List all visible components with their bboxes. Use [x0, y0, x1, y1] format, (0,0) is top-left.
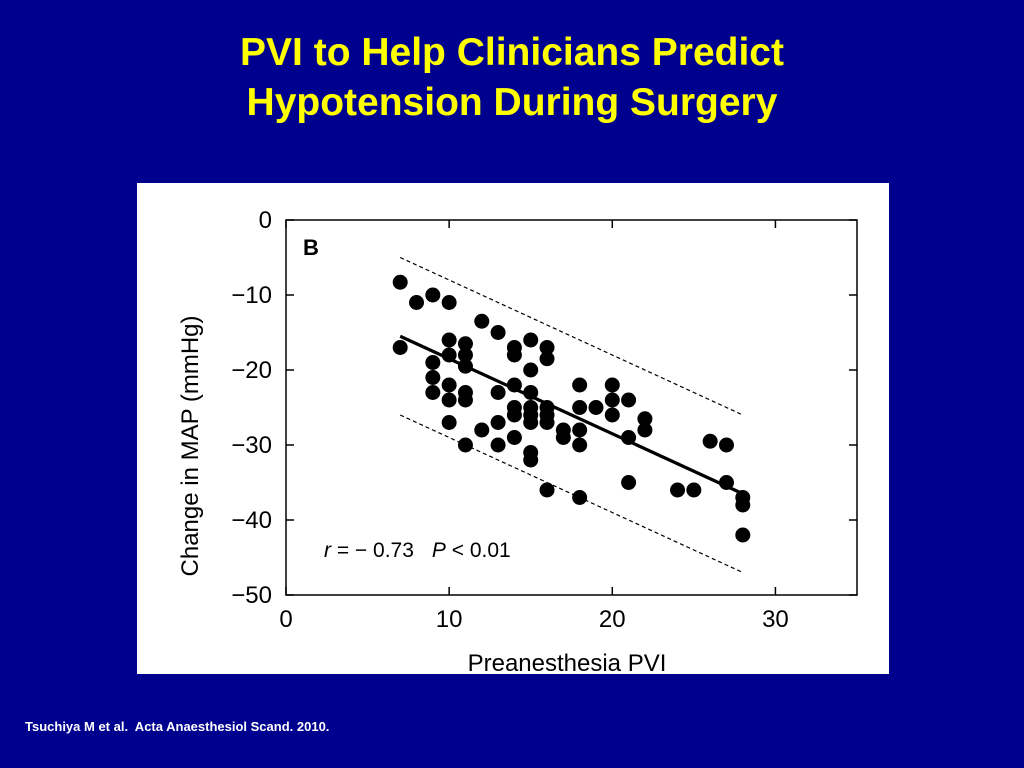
- data-point: [718, 437, 734, 453]
- data-point: [490, 385, 506, 400]
- data-points: [392, 274, 751, 543]
- x-tick-label: 30: [762, 606, 789, 633]
- data-point: [539, 340, 555, 355]
- p-value: < 0.01: [446, 539, 511, 562]
- data-point: [621, 475, 637, 490]
- data-point: [523, 362, 539, 378]
- data-point: [621, 392, 637, 408]
- x-tick-label: 10: [436, 606, 463, 633]
- data-point: [425, 370, 441, 385]
- data-point: [441, 332, 457, 348]
- data-point: [409, 295, 425, 310]
- figure-panel: 0 −10 −20 −30 −40 −50 0 10 20 30 B Preanesthesia …: [137, 183, 889, 674]
- data-point: [425, 355, 441, 370]
- data-point: [588, 400, 604, 415]
- data-point: [441, 295, 457, 310]
- regression: [399, 334, 744, 496]
- data-point: [506, 407, 522, 423]
- panel-label: B: [303, 235, 319, 260]
- stats-annotation: r = − 0.73 P < 0.01: [324, 539, 511, 562]
- data-point: [637, 411, 653, 427]
- data-point: [441, 392, 457, 408]
- y-axis-label: Change in MAP (mmHg): [177, 316, 204, 577]
- data-point: [572, 422, 588, 438]
- data-point: [572, 400, 588, 415]
- x-tick-label: 20: [599, 606, 626, 633]
- data-point: [506, 347, 522, 363]
- data-point: [392, 340, 408, 355]
- p-symbol: P: [432, 539, 446, 562]
- data-point: [392, 274, 408, 290]
- slide-title-line-1: PVI to Help Clinicians Predict: [240, 31, 784, 74]
- data-point: [702, 433, 718, 449]
- r-value: = − 0.73: [331, 539, 414, 562]
- data-point: [425, 385, 441, 400]
- data-point: [572, 437, 588, 453]
- data-point: [523, 332, 539, 348]
- y-tick-label: −30: [231, 432, 272, 459]
- y-tick-label: −20: [231, 357, 272, 384]
- axes: 0 −10 −20 −30 −40 −50 0 10 20 30: [231, 207, 858, 633]
- data-point: [425, 287, 441, 303]
- data-point: [474, 313, 490, 329]
- data-point: [637, 422, 653, 438]
- data-point: [523, 452, 539, 468]
- data-point: [474, 422, 490, 438]
- data-point: [670, 482, 686, 498]
- data-point: [539, 415, 555, 430]
- data-point: [506, 430, 522, 445]
- slide-title: PVI to Help Clinicians Predict Hypotensi…: [0, 28, 1024, 128]
- x-axis-label: Preanesthesia PVI: [468, 650, 667, 674]
- data-point: [539, 351, 555, 367]
- y-tick-label: −40: [231, 507, 272, 534]
- data-point: [523, 415, 539, 430]
- data-point: [441, 415, 457, 430]
- plot-frame: [285, 219, 858, 596]
- data-point: [604, 392, 620, 408]
- slide-title-line-2: Hypotension During Surgery: [246, 81, 778, 124]
- r-symbol: r: [324, 539, 332, 562]
- y-tick-label: −10: [231, 282, 272, 309]
- chart-labels: B Preanesthesia PVI Change in MAP (mmHg)…: [177, 235, 666, 674]
- regression-line: [399, 334, 744, 496]
- data-point: [572, 490, 588, 505]
- data-point: [490, 325, 506, 340]
- citation: Tsuchiya M et al. Acta Anaesthesiol Scan…: [25, 719, 330, 734]
- data-point: [490, 415, 506, 430]
- data-point: [572, 377, 588, 393]
- data-point: [735, 527, 751, 543]
- data-point: [555, 430, 571, 445]
- data-point: [686, 482, 702, 498]
- data-point: [490, 437, 506, 453]
- data-point: [735, 497, 751, 513]
- data-point: [604, 377, 620, 393]
- data-point: [457, 336, 473, 352]
- data-point: [457, 437, 473, 453]
- data-point: [457, 392, 473, 408]
- scatter-chart: 0 −10 −20 −30 −40 −50 0 10 20 30 B Preanesthesia …: [177, 207, 858, 674]
- data-point: [441, 377, 457, 393]
- data-point: [604, 407, 620, 423]
- x-tick-label: 0: [279, 606, 292, 633]
- data-point: [539, 482, 555, 498]
- data-point: [457, 347, 473, 363]
- y-tick-label: 0: [259, 207, 272, 234]
- y-tick-label: −50: [231, 582, 272, 609]
